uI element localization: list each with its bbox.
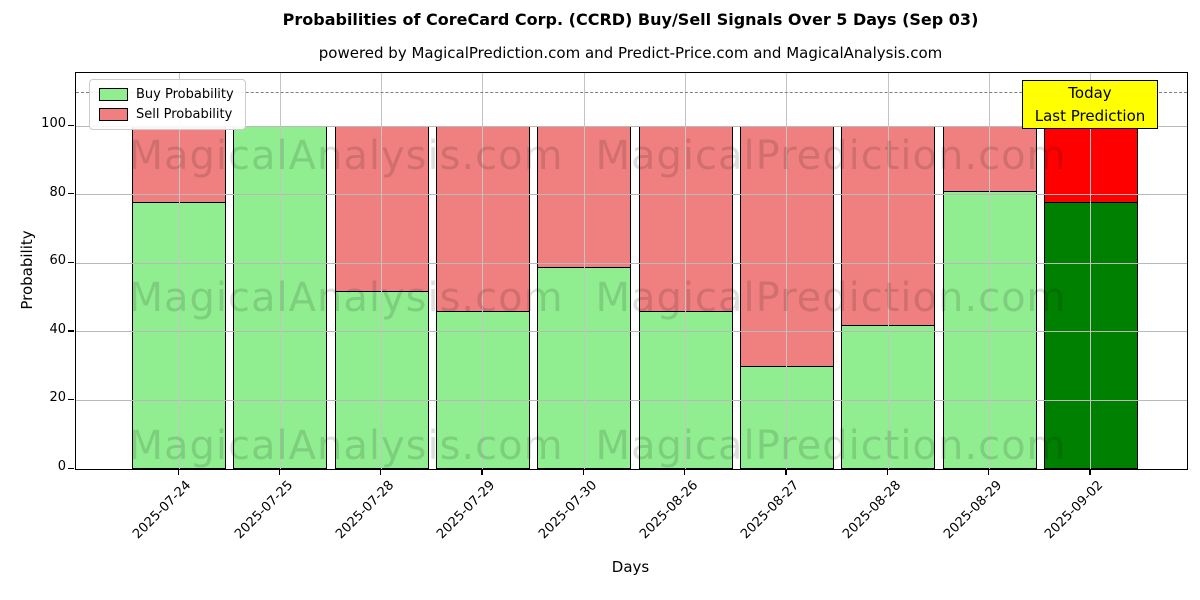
x-tick-mark [785,469,787,475]
x-tick-label-text: 2025-07-28 [333,478,398,543]
y-tick-label: 0 [57,459,66,474]
legend: Buy Probability Sell Probability [89,79,246,130]
sell-swatch [99,108,128,121]
x-tick-label-text: 2025-07-29 [434,478,499,543]
y-tick-label: 100 [41,116,66,132]
x-tick-mark [1089,469,1091,475]
gridline-vertical [685,73,687,469]
gridline-horizontal [76,399,1187,401]
x-axis-label: Days [611,558,650,576]
watermark-text: MagicalPrediction.com [595,275,1067,321]
x-tick-label-text: 2025-08-27 [738,478,803,543]
gridline-vertical [1090,73,1092,469]
x-tick-mark [278,469,281,475]
y-tick-mark [68,124,74,126]
y-tick-label: 20 [49,390,66,406]
gridline-vertical [482,73,484,469]
x-tick-label-text: 2025-08-26 [637,478,702,543]
plot-area: Buy Probability Sell Probability Today L… [75,72,1188,470]
gridline-vertical [178,73,180,469]
watermark-text: MagicalAnalysis.com [128,275,564,321]
x-tick-label-text: 2025-07-30 [535,478,600,543]
x-tick-label-text: 2025-08-29 [941,478,1006,543]
gridline-vertical [381,73,383,469]
watermark-text: MagicalPrediction.com [595,133,1067,179]
gridline-horizontal [76,331,1187,333]
chart-title: Probabilities of CoreCard Corp. (CCRD) B… [282,10,979,29]
gridline-vertical [989,73,991,469]
watermark-text: MagicalAnalysis.com [128,423,564,469]
x-tick-label-text: 2025-09-02 [1042,478,1107,543]
y-tick-label: 80 [49,184,66,200]
legend-label-sell: Sell Probability [136,107,233,122]
gridline-horizontal [76,194,1187,196]
dashed-threshold-line [76,91,1187,93]
watermark-text: MagicalAnalysis.com [128,133,564,179]
x-tick-mark [481,469,483,475]
gridline-vertical [887,73,889,469]
today-annotation-line1: Today [1068,84,1112,102]
legend-item-buy: Buy Probability [99,87,234,102]
x-tick-label-text: 2025-07-25 [231,478,296,543]
today-annotation: Today Last Prediction [1022,80,1158,129]
today-annotation-line2: Last Prediction [1034,106,1146,125]
y-tick-label: 40 [49,321,66,337]
x-tick-mark [582,469,584,475]
gridline-horizontal [76,262,1187,264]
y-axis-label: Probability [18,230,36,310]
x-tick-mark [380,469,382,475]
y-tick-label: 60 [49,253,66,269]
y-tick-mark [68,193,74,195]
x-tick-label-text: 2025-07-24 [130,478,195,543]
legend-item-sell: Sell Probability [99,107,234,122]
gridline-vertical [583,73,585,469]
gridline-horizontal [76,125,1187,127]
y-tick-mark [68,467,74,469]
chart-subtitle: powered by MagicalPrediction.com and Pre… [318,44,943,62]
x-tick-mark [177,469,179,475]
y-tick-mark [68,261,74,263]
y-tick-mark [68,330,74,332]
buy-swatch [99,88,128,101]
y-tick-mark [68,398,74,401]
gridline-vertical [279,73,281,469]
x-tick-mark [684,469,686,475]
watermark-text: MagicalPrediction.com [595,423,1067,469]
x-tick-mark [886,469,888,475]
x-tick-label-text: 2025-08-28 [839,478,904,543]
legend-label-buy: Buy Probability [136,87,234,102]
x-tick-mark [988,469,990,475]
gridline-vertical [786,73,788,469]
